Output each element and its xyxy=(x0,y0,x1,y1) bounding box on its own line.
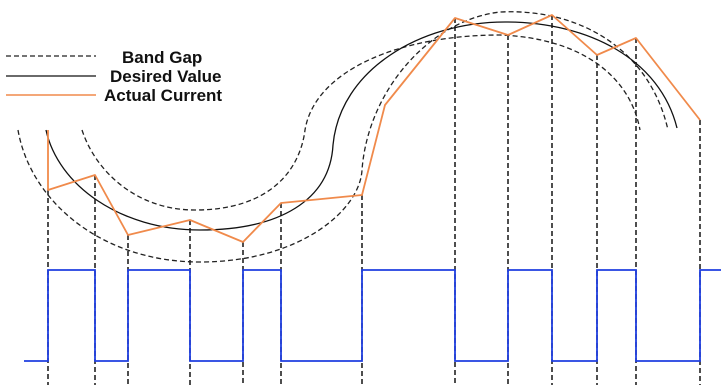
legend: Band Gap Desired Value Actual Current xyxy=(6,48,222,105)
desired-value-curve xyxy=(45,21,678,231)
band-gap-boundaries xyxy=(17,11,669,263)
band-gap-lower-boundary xyxy=(81,34,641,211)
switching-signal-waveform xyxy=(24,269,721,362)
legend-label-actual-current: Actual Current xyxy=(104,86,222,105)
actual-current-waveform xyxy=(47,14,701,243)
band-gap-upper-boundary xyxy=(17,11,669,263)
legend-label-desired-value: Desired Value xyxy=(110,67,222,86)
legend-label-band-gap: Band Gap xyxy=(122,48,202,67)
